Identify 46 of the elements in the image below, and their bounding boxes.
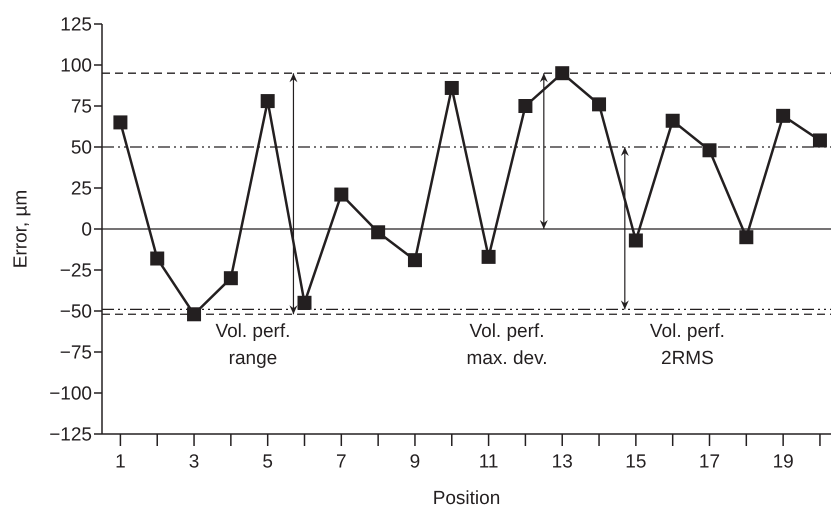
x-axis-title: Position xyxy=(432,488,500,509)
y-tick-label: 50 xyxy=(70,138,92,159)
x-tick-label: 15 xyxy=(625,451,646,472)
x-tick-label: 19 xyxy=(772,451,794,472)
y-tick-label: 125 xyxy=(60,14,92,36)
y-tick-label: 75 xyxy=(70,96,92,118)
x-tick-label: 9 xyxy=(410,451,420,472)
annotation: Vol. perf. range xyxy=(215,321,290,370)
point xyxy=(444,80,459,95)
point xyxy=(666,114,680,128)
point xyxy=(592,97,606,112)
y-tick-label: −100 xyxy=(49,384,92,405)
point xyxy=(812,133,827,148)
point xyxy=(334,188,348,202)
point xyxy=(150,252,164,266)
point xyxy=(408,253,422,268)
point xyxy=(371,225,386,240)
point xyxy=(113,115,128,130)
y-tick-label: 0 xyxy=(81,220,92,241)
x-tick-label: 7 xyxy=(336,451,347,472)
y-tick-label: 25 xyxy=(70,178,92,200)
point xyxy=(739,230,754,244)
y-tick-label: −25 xyxy=(60,260,92,282)
point xyxy=(628,233,643,248)
point xyxy=(187,307,202,322)
point xyxy=(260,94,275,108)
point xyxy=(702,143,716,158)
x-tick-label: 1 xyxy=(115,451,126,472)
annotation: Vol. perf. 2RMS xyxy=(650,321,725,370)
y-tick-label: 100 xyxy=(60,56,92,77)
point xyxy=(482,250,496,264)
y-tick-label: −75 xyxy=(60,342,92,364)
x-tick-label: 3 xyxy=(188,451,200,472)
point xyxy=(555,66,570,80)
point xyxy=(518,99,532,113)
x-tick-label: 13 xyxy=(552,451,573,472)
point xyxy=(224,271,238,286)
annotation: Vol. perf. max. dev. xyxy=(466,321,548,370)
point xyxy=(776,108,790,123)
point xyxy=(298,296,312,310)
y-axis-title: Error, µm xyxy=(10,190,32,268)
x-tick-label: 11 xyxy=(478,451,498,472)
y-tick-label: −50 xyxy=(60,302,92,323)
y-tick-label: −125 xyxy=(49,424,92,446)
x-tick-label: 17 xyxy=(698,451,720,472)
x-tick-label: 5 xyxy=(262,451,273,472)
